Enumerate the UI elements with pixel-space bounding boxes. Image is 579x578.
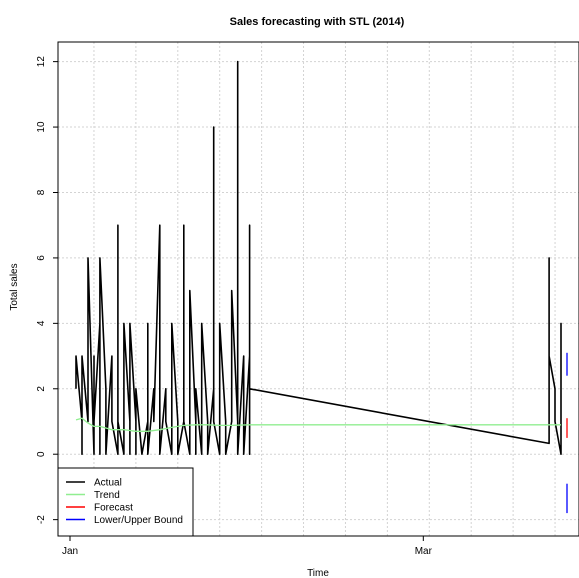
x-tick-label: Jan xyxy=(62,546,78,557)
series-layer xyxy=(75,60,568,514)
legend-label: Forecast xyxy=(94,503,133,514)
y-tick-label: 10 xyxy=(36,121,47,133)
plot-frame xyxy=(57,41,579,537)
y-tick-label: 8 xyxy=(36,189,47,195)
x-axis: Jan Mar xyxy=(62,536,433,557)
legend-label: Actual xyxy=(94,478,122,489)
legend-label: Lower/Upper Bound xyxy=(94,515,183,526)
actual-line xyxy=(75,60,562,456)
gridlines xyxy=(58,42,579,536)
legend-box xyxy=(57,467,194,537)
y-tick-label: 2 xyxy=(36,386,47,392)
y-axis-label: Total sales xyxy=(9,263,20,310)
chart-title: Sales forecasting with STL (2014) xyxy=(230,16,405,28)
trend-line xyxy=(75,417,561,432)
y-tick-label: -2 xyxy=(36,515,47,524)
y-tick-label: 0 xyxy=(36,451,47,457)
y-axis: -2 0 2 4 6 8 10 12 xyxy=(36,56,58,524)
legend-label: Trend xyxy=(94,490,120,501)
x-tick-label: Mar xyxy=(415,546,433,557)
y-tick-label: 4 xyxy=(36,320,47,326)
x-axis-label: Time xyxy=(307,568,329,578)
y-tick-label: 6 xyxy=(36,255,47,261)
y-tick-label: 12 xyxy=(36,56,47,68)
